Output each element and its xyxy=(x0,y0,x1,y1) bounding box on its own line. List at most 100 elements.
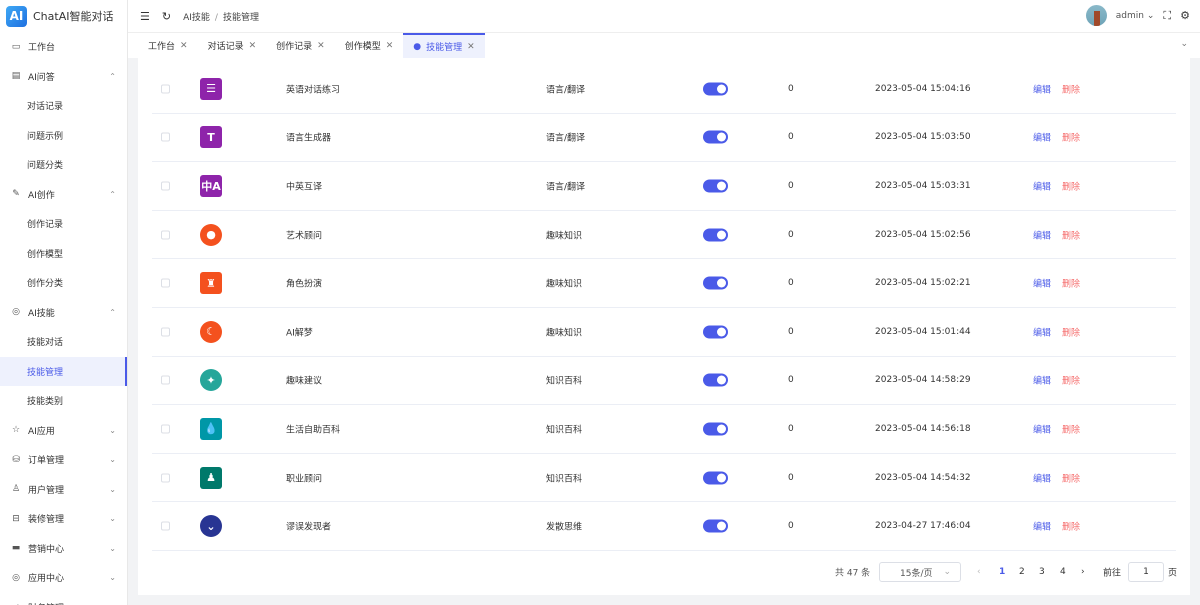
status-toggle[interactable] xyxy=(703,82,728,96)
refresh-icon[interactable]: ↻ xyxy=(161,9,172,23)
close-icon[interactable]: ✕ xyxy=(317,40,325,51)
sidebar-menu: ▭ 工作台 ▤ AI问答 ⌃ 对话记录 问题示例 问题分类 ✎ AI创作 ⌃ 创作记录 创作模型 创作分类… xyxy=(0,32,127,605)
delete-button[interactable]: 删除 xyxy=(1062,522,1081,533)
next-page-icon[interactable]: › xyxy=(1081,567,1085,577)
page-2[interactable]: 2 xyxy=(1019,567,1025,577)
delete-button[interactable]: 删除 xyxy=(1062,231,1081,242)
pagination: 共 47 条 15条/页 ⌄ ‹ 1 2 3 4 › 前往 1 页 xyxy=(138,561,1190,583)
row-checkbox[interactable] xyxy=(161,181,170,191)
close-icon[interactable]: ✕ xyxy=(180,40,188,51)
delete-button[interactable]: 删除 xyxy=(1062,474,1081,485)
edit-button[interactable]: 编辑 xyxy=(1033,231,1052,242)
sidebar-item-7[interactable]: 创作模型 xyxy=(0,239,127,269)
sidebar-item-12[interactable]: 技能类别 xyxy=(0,386,127,416)
skill-category: 发散思维 xyxy=(546,522,583,533)
menu-toggle-icon[interactable]: ☰ xyxy=(140,9,150,23)
sidebar-item-15[interactable]: ♙ 用户管理 ⌄ xyxy=(0,475,127,505)
sidebar-item-9[interactable]: ◎ AI技能 ⌃ xyxy=(0,298,127,328)
sidebar-item-label: 用户管理 xyxy=(28,485,65,496)
logo[interactable]: AI ChatAI智能对话 xyxy=(0,0,127,32)
usage-count: 0 xyxy=(788,326,794,337)
sidebar-item-14[interactable]: ⛁ 订单管理 ⌄ xyxy=(0,445,127,475)
edit-button[interactable]: 编辑 xyxy=(1033,85,1052,96)
status-toggle[interactable] xyxy=(703,373,728,387)
delete-button[interactable]: 删除 xyxy=(1062,328,1081,339)
row-checkbox[interactable] xyxy=(161,230,170,240)
close-icon[interactable]: ✕ xyxy=(248,40,257,51)
status-toggle[interactable] xyxy=(703,130,728,144)
text-board-icon: T xyxy=(200,126,222,149)
edit-button[interactable]: 编辑 xyxy=(1033,474,1052,485)
sidebar-item-6[interactable]: 创作记录 xyxy=(0,209,127,239)
page-size-select[interactable]: 15条/页 ⌄ xyxy=(879,562,961,582)
delete-button[interactable]: 删除 xyxy=(1062,425,1081,436)
table-row: ● 艺术顾问 趣味知识 0 2023-05-04 15:02:56 编辑 删除 xyxy=(152,211,1176,260)
sidebar-item-13[interactable]: ☆ AI应用 ⌄ xyxy=(0,416,127,446)
edit-button[interactable]: 编辑 xyxy=(1033,425,1052,436)
delete-button[interactable]: 删除 xyxy=(1062,133,1081,144)
gear-icon[interactable]: ⚙ xyxy=(1180,9,1190,22)
status-toggle[interactable] xyxy=(703,519,728,533)
edit-button[interactable]: 编辑 xyxy=(1033,279,1052,290)
palette-icon: ● xyxy=(200,223,222,246)
tab-3[interactable]: 创作模型 ✕ xyxy=(335,33,404,58)
sidebar-item-18[interactable]: ◎ 应用中心 ⌄ xyxy=(0,563,127,593)
page-3[interactable]: 3 xyxy=(1039,567,1045,577)
row-checkbox[interactable] xyxy=(161,473,170,483)
status-toggle[interactable] xyxy=(703,325,728,339)
close-icon[interactable]: ✕ xyxy=(385,40,394,51)
edit-button[interactable]: 编辑 xyxy=(1033,376,1052,387)
status-toggle[interactable] xyxy=(703,422,728,436)
edit-button[interactable]: 编辑 xyxy=(1033,522,1052,533)
created-time: 2023-05-04 14:56:18 xyxy=(875,423,971,434)
prev-page-icon[interactable]: ‹ xyxy=(977,567,981,577)
tab-0[interactable]: 工作台 ✕ xyxy=(138,33,198,58)
sidebar-item-8[interactable]: 创作分类 xyxy=(0,268,127,298)
sidebar-item-label: 技能管理 xyxy=(27,367,64,378)
status-toggle[interactable] xyxy=(703,228,728,242)
edit-button[interactable]: 编辑 xyxy=(1033,328,1052,339)
tab-2[interactable]: 创作记录 ✕ xyxy=(266,33,335,58)
delete-button[interactable]: 删除 xyxy=(1062,279,1081,290)
sidebar-item-0[interactable]: ▭ 工作台 xyxy=(0,32,127,62)
edit-button[interactable]: 编辑 xyxy=(1033,182,1052,193)
sidebar-item-16[interactable]: ⊟ 装修管理 ⌄ xyxy=(0,504,127,534)
fullscreen-icon[interactable]: ⛶ xyxy=(1163,8,1172,22)
row-checkbox[interactable] xyxy=(161,84,170,94)
goto-page-input[interactable]: 1 xyxy=(1128,562,1164,582)
row-checkbox[interactable] xyxy=(161,424,170,434)
sidebar-item-4[interactable]: 问题分类 xyxy=(0,150,127,180)
row-checkbox[interactable] xyxy=(161,327,170,337)
status-toggle[interactable] xyxy=(703,471,728,485)
user-menu[interactable]: admin ⌄ xyxy=(1116,11,1155,21)
table-row: ♜ 角色扮演 趣味知识 0 2023-05-04 15:02:21 编辑 删除 xyxy=(152,259,1176,308)
sidebar-item-5[interactable]: ✎ AI创作 ⌃ xyxy=(0,180,127,210)
sidebar-item-3[interactable]: 问题示例 xyxy=(0,121,127,151)
row-checkbox[interactable] xyxy=(161,375,170,385)
row-checkbox[interactable] xyxy=(161,132,170,142)
status-toggle[interactable] xyxy=(703,276,728,290)
tab-4[interactable]: ● 技能管理 ✕ xyxy=(403,33,485,58)
sidebar-item-11[interactable]: 技能管理 xyxy=(0,356,127,386)
sidebar-item-1[interactable]: ▤ AI问答 ⌃ xyxy=(0,62,127,92)
avatar[interactable] xyxy=(1085,5,1107,26)
status-toggle[interactable] xyxy=(703,179,728,193)
delete-button[interactable]: 删除 xyxy=(1062,376,1081,387)
breadcrumb-item[interactable]: AI技能 xyxy=(183,12,210,23)
page-4[interactable]: 4 xyxy=(1060,567,1066,577)
row-checkbox[interactable] xyxy=(161,278,170,288)
edit-button[interactable]: 编辑 xyxy=(1033,133,1052,144)
delete-button[interactable]: 删除 xyxy=(1062,182,1081,193)
star-icon: ☆ xyxy=(11,425,21,436)
chevron-down-icon[interactable]: ⌄ xyxy=(1180,39,1188,49)
chevron-down-icon: ⌄ xyxy=(109,455,116,465)
tab-1[interactable]: 对话记录 ✕ xyxy=(198,33,267,58)
sidebar-item-17[interactable]: ▬ 营销中心 ⌄ xyxy=(0,534,127,564)
sidebar-item-10[interactable]: 技能对话 xyxy=(0,327,127,357)
close-icon[interactable]: ✕ xyxy=(467,41,475,52)
sidebar-item-2[interactable]: 对话记录 xyxy=(0,91,127,121)
page-1[interactable]: 1 xyxy=(999,567,1006,577)
delete-button[interactable]: 删除 xyxy=(1062,85,1081,96)
row-checkbox[interactable] xyxy=(161,521,170,531)
sidebar-item-19[interactable]: ⩘ 财务管理 ⌄ xyxy=(0,593,127,605)
